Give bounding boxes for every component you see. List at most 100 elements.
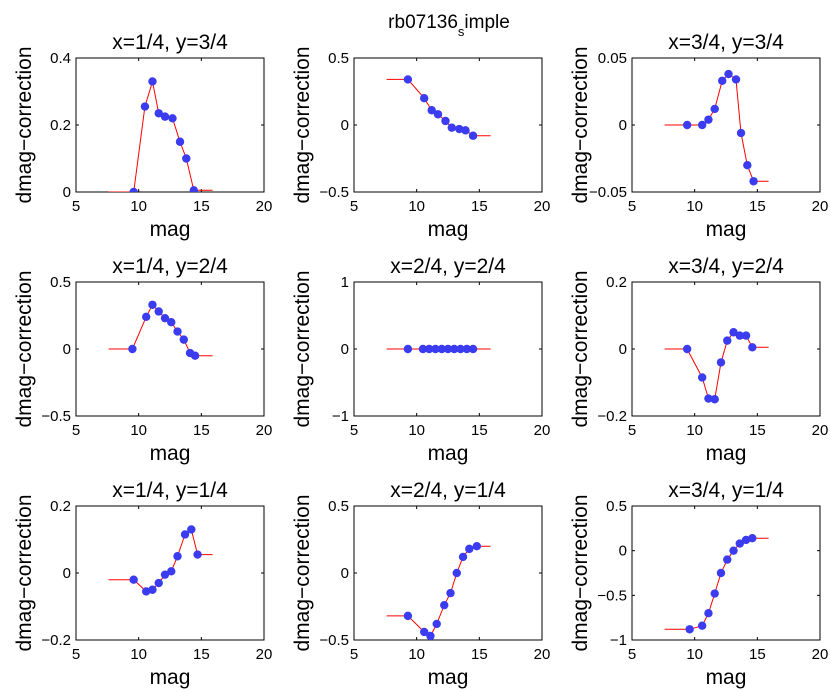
- data-point: [452, 568, 461, 578]
- x-tick-label: 15: [749, 646, 766, 663]
- x-tick-label: 10: [686, 198, 703, 215]
- x-tick-label: 10: [686, 422, 703, 439]
- y-tick-label: −0.5: [319, 184, 349, 201]
- data-point: [446, 588, 455, 598]
- x-tick-label: 10: [130, 646, 147, 663]
- x-tick-label: 15: [749, 422, 766, 439]
- data-point: [704, 394, 713, 403]
- x-tick-label: 20: [256, 422, 273, 439]
- data-point: [128, 344, 137, 354]
- x-tick-label: 10: [408, 422, 425, 439]
- data-point: [140, 102, 150, 111]
- x-axis-label: mag: [150, 666, 191, 689]
- data-point: [723, 555, 732, 564]
- subplot-title: x=1/4, y=2/4: [112, 255, 228, 278]
- data-point: [403, 611, 413, 621]
- subplot-title: x=1/4, y=1/4: [112, 479, 228, 502]
- x-tick-label: 20: [812, 198, 829, 215]
- data-point: [735, 331, 744, 340]
- data-point: [682, 344, 692, 354]
- data-point: [440, 600, 449, 610]
- data-point: [465, 544, 474, 554]
- x-tick-label: 10: [408, 198, 425, 215]
- subplot-data: [664, 533, 769, 634]
- y-tick-label: −0.5: [41, 408, 71, 425]
- data-point: [704, 115, 713, 124]
- x-tick-label: 10: [408, 646, 425, 663]
- data-point: [697, 621, 707, 630]
- subplot-data: [108, 525, 213, 596]
- x-tick-label: 20: [812, 646, 829, 663]
- data-point: [716, 568, 726, 578]
- data-point: [729, 328, 738, 337]
- y-tick-label: 0.4: [50, 50, 71, 67]
- x-tick-label: 10: [686, 646, 703, 663]
- subplot-title: x=2/4, y=2/4: [390, 255, 506, 278]
- x-tick-label: 20: [534, 646, 551, 663]
- subplot-1: x=1/4, y=3/4 5 10 15 20 0 0.2 0.4 mag dmag−correc…: [13, 31, 272, 241]
- data-point: [724, 69, 733, 79]
- data-point: [129, 187, 138, 192]
- data-point: [748, 343, 757, 352]
- y-axis-label: dmag−correction: [569, 495, 592, 652]
- x-axis-label: mag: [428, 442, 469, 465]
- data-point: [180, 530, 190, 539]
- data-point: [187, 525, 196, 534]
- y-tick-label: −0.5: [597, 587, 627, 604]
- data-point: [189, 186, 199, 192]
- subplot-data: [386, 344, 491, 354]
- data-point: [710, 589, 719, 598]
- x-tick-label: 5: [628, 646, 636, 663]
- x-tick-label: 5: [628, 422, 636, 439]
- subplot-data: [664, 69, 769, 186]
- data-point: [749, 177, 758, 186]
- y-tick-label: 0.05: [598, 50, 627, 67]
- subplot-7: x=1/4, y=1/4 5 10 15 20 −0.2 0 0.2 mag dmag−corre…: [13, 479, 272, 689]
- subplot-2: 5 10 15 20 −0.5 0 0.5 mag dmag−correction: [291, 47, 550, 242]
- y-tick-label: 0.2: [606, 274, 627, 291]
- y-tick-label: −0.2: [41, 632, 71, 649]
- x-tick-label: 10: [130, 198, 147, 215]
- data-point: [160, 112, 170, 121]
- y-tick-label: 0: [341, 341, 349, 358]
- x-tick-label: 5: [350, 422, 358, 439]
- data-point: [710, 104, 719, 114]
- data-point: [729, 546, 738, 555]
- x-tick-label: 5: [350, 646, 358, 663]
- data-point: [419, 94, 429, 103]
- x-tick-label: 5: [72, 422, 80, 439]
- x-tick-label: 5: [72, 198, 80, 215]
- x-tick-label: 5: [350, 198, 358, 215]
- subplot-title: x=2/4, y=1/4: [390, 479, 506, 502]
- x-tick-label: 5: [72, 646, 80, 663]
- data-point: [403, 75, 413, 84]
- x-tick-label: 20: [256, 198, 273, 215]
- data-point: [443, 344, 453, 354]
- x-axis-label: mag: [428, 666, 469, 689]
- subplot-5: x=2/4, y=2/4 5 10 15 20 −1 0 1 mag dmag−correctio…: [291, 255, 550, 465]
- subplot-grid: x=1/4, y=3/45 10 15 2000.20.4magdmag−correc…: [13, 31, 828, 689]
- data-point: [447, 123, 456, 132]
- y-axis-label: dmag−correction: [13, 271, 36, 428]
- subplot-title: x=3/4, y=1/4: [668, 479, 784, 502]
- data-point: [468, 344, 478, 354]
- y-tick-label: −1: [610, 632, 627, 649]
- y-tick-label: 0.2: [50, 117, 71, 134]
- data-point: [175, 137, 185, 146]
- x-axis-label: mag: [706, 218, 747, 241]
- data-point: [141, 312, 151, 322]
- data-point: [167, 567, 176, 576]
- subplot-data: [108, 77, 213, 192]
- data-point: [458, 552, 468, 562]
- y-tick-label: −0.05: [589, 184, 627, 201]
- data-point: [427, 106, 436, 115]
- subplot-data: [386, 75, 491, 140]
- subplot-8: x=2/4, y=1/4 5 10 15 20 −0.5 0 0.5 mag dmag−corre…: [291, 479, 550, 689]
- data-point: [736, 128, 746, 138]
- y-tick-label: 0.5: [328, 50, 349, 67]
- y-tick-label: 0: [63, 184, 71, 201]
- data-point: [160, 313, 170, 323]
- data-point: [168, 114, 177, 123]
- data-point: [431, 344, 440, 354]
